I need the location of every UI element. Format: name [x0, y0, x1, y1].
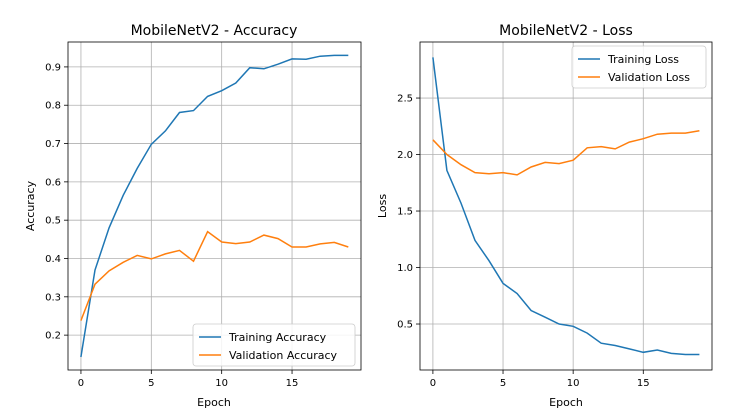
- x-tick-label: 0: [78, 378, 84, 389]
- y-tick-label: 0.8: [45, 101, 61, 112]
- legend-box: [192, 323, 356, 367]
- y-tick-label: 0.5: [45, 216, 61, 227]
- axes-frame: [67, 41, 362, 371]
- y-tick-label: 0.6: [45, 177, 61, 188]
- legend-box: [571, 45, 707, 89]
- y-tick-label: 0.2: [45, 331, 61, 342]
- x-tick-label: 5: [500, 378, 506, 389]
- y-tick-label: 0.9: [45, 62, 61, 73]
- series-line-validation-loss: [432, 130, 700, 176]
- axes-frame: [419, 41, 713, 371]
- x-tick-label: 10: [215, 378, 228, 389]
- loss-chart: MobileNetV2 - Loss Epoch Loss 0 5 10 15 0.5 1…: [376, 23, 713, 409]
- y-tick-label: 1.5: [397, 207, 413, 218]
- chart-title: MobileNetV2 - Accuracy: [131, 23, 298, 39]
- x-tick-label: 0: [430, 378, 436, 389]
- legend-label: Training Accuracy: [228, 331, 327, 344]
- series-line-training-accuracy: [80, 54, 349, 358]
- x-tick-label: 10: [567, 378, 580, 389]
- y-tick-label: 0.4: [45, 254, 61, 265]
- series-line-training-loss: [432, 57, 700, 356]
- accuracy-chart: MobileNetV2 - Accuracy Epoch Accuracy 0 5…: [24, 23, 362, 409]
- x-tick-label: 5: [148, 378, 154, 389]
- y-tick-label: 2.5: [397, 94, 413, 105]
- legend: Training Accuracy Validation Accuracy: [192, 323, 356, 367]
- y-tick-label: 2.0: [397, 150, 413, 161]
- x-axis-label: Epoch: [197, 396, 231, 409]
- y-tick-label: 0.5: [397, 320, 413, 331]
- legend-label: Validation Loss: [608, 71, 690, 84]
- x-tick-label: 15: [637, 378, 650, 389]
- y-tick-label: 0.3: [45, 292, 61, 303]
- x-tick-label: 15: [286, 378, 299, 389]
- legend-label: Validation Accuracy: [229, 349, 338, 362]
- y-axis-label: Accuracy: [24, 180, 37, 231]
- legend: Training Loss Validation Loss: [571, 45, 707, 89]
- legend-label: Training Loss: [607, 53, 679, 66]
- chart-title: MobileNetV2 - Loss: [499, 23, 633, 39]
- y-tick-label: 1.0: [397, 263, 413, 274]
- x-axis-label: Epoch: [549, 396, 583, 409]
- series-line-validation-accuracy: [80, 230, 349, 321]
- y-tick-label: 0.7: [45, 139, 61, 150]
- y-axis-label: Loss: [376, 194, 389, 218]
